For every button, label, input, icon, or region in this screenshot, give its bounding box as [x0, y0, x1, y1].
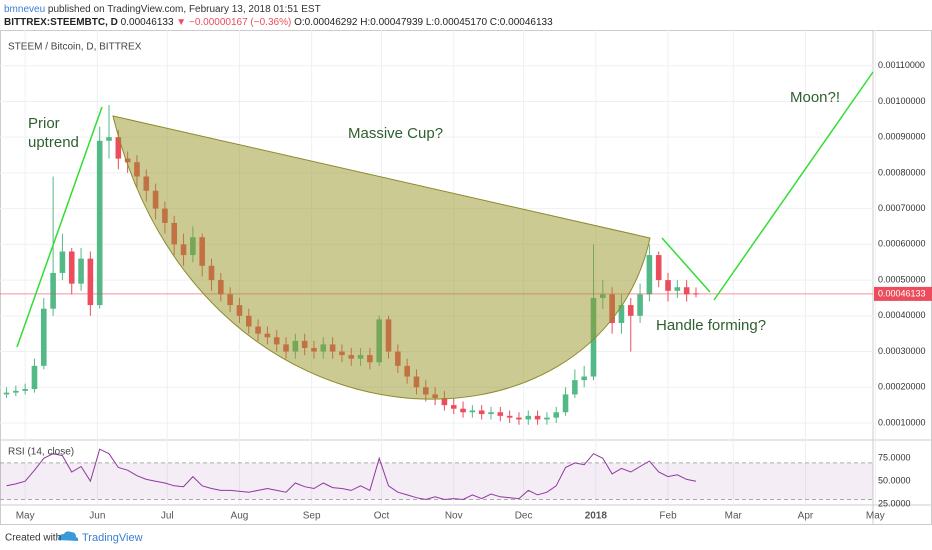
candle-body: [469, 410, 476, 413]
footer-brand: TradingView: [82, 532, 143, 544]
x-tick-label: Nov: [445, 511, 463, 522]
last-price-label: 0.00046133: [878, 288, 926, 298]
y-tick-label: 0.00030000: [878, 346, 926, 356]
candle-body: [562, 394, 569, 413]
x-tick-label: Aug: [231, 511, 249, 522]
y-tick-label: 0.00020000: [878, 382, 926, 392]
candle-body: [534, 415, 541, 420]
rsi-tick-label: 25.0000: [878, 498, 911, 508]
candle-body: [40, 308, 47, 366]
author: bmneveu: [4, 4, 45, 15]
annotation: Prior: [28, 115, 60, 132]
x-tick-label: May: [866, 511, 885, 522]
annotation: Massive Cup?: [348, 125, 443, 142]
candle-body: [460, 408, 466, 413]
candle-body: [646, 255, 653, 295]
y-tick-label: 0.00110000: [878, 60, 925, 70]
x-tick-label: May: [16, 511, 35, 522]
y-tick-label: 0.00040000: [878, 310, 926, 320]
x-tick-label: Mar: [725, 511, 743, 522]
candle-body: [115, 137, 122, 159]
candle-body: [450, 405, 457, 409]
rsi-line: [6, 448, 697, 501]
rsi-band: [0, 462, 873, 500]
x-tick-label: Dec: [515, 511, 533, 522]
header-line: bmneveu published on TradingView.com, Fe…: [4, 4, 321, 15]
y-tick-label: 0.00010000: [878, 417, 926, 427]
rsi-tick-label: 50.0000: [878, 476, 911, 486]
candle-body: [637, 294, 643, 316]
cup-drawing: [112, 115, 651, 400]
handle-line: [661, 237, 711, 293]
chart-title: STEEM / Bitcoin, D, BITTREX: [8, 42, 142, 53]
candle-body: [78, 258, 84, 284]
x-tick-label: Jun: [89, 511, 105, 522]
candle-body: [441, 397, 448, 406]
footer-created: Created with: [5, 533, 61, 544]
candle-body: [581, 376, 587, 381]
symbol-line: BITTREX:STEEMBTC, D 0.00046133 ▼ −0.0000…: [4, 17, 553, 28]
price: 0.00046133: [121, 17, 174, 28]
y-tick-label: 0.00070000: [878, 203, 926, 213]
y-tick-label: 0.00050000: [878, 274, 926, 284]
candle-body: [96, 140, 103, 306]
y-tick-label: 0.00090000: [878, 132, 926, 142]
published: published on TradingView.com, February 1…: [48, 4, 321, 15]
candle-body: [31, 365, 38, 390]
candle-body: [683, 287, 690, 295]
candle-body: [106, 137, 112, 141]
candle-body: [665, 280, 671, 291]
rsi-tick-label: 75.0000: [878, 453, 911, 463]
candle-body: [488, 412, 494, 415]
candle-body: [627, 305, 634, 316]
x-tick-label: Feb: [659, 511, 677, 522]
symbol: BITTREX:STEEMBTC, D: [4, 17, 118, 28]
candle-body: [68, 251, 75, 284]
x-tick-label: 2018: [585, 511, 608, 522]
candle-body: [59, 251, 66, 273]
candle-body: [618, 305, 625, 323]
annotation: uptrend: [28, 134, 79, 151]
candle-body: [572, 380, 578, 395]
candle-body: [655, 255, 662, 281]
candle-body: [516, 417, 522, 420]
arrow: ▼: [176, 17, 186, 28]
footer-logo: [58, 531, 79, 541]
y-tick-label: 0.00080000: [878, 167, 926, 177]
x-tick-label: Jul: [161, 511, 174, 522]
uptrend-line: [16, 106, 103, 348]
candle-body: [3, 392, 10, 395]
candle-body: [22, 389, 28, 391]
candle-body: [87, 258, 94, 306]
y-tick-label: 0.00060000: [878, 239, 926, 249]
rsi-title: RSI (14, close): [8, 447, 74, 458]
annotation: Moon?!: [790, 89, 840, 106]
x-tick-label: Apr: [798, 511, 814, 522]
candle-body: [50, 272, 56, 309]
change: −0.00000167 (−0.36%): [189, 17, 291, 28]
candle-body: [13, 390, 19, 393]
candle-body: [506, 415, 513, 418]
annotation: Handle forming?: [656, 317, 766, 334]
candle-body: [674, 287, 681, 291]
last-price-tag: [874, 286, 932, 301]
candle-body: [478, 410, 485, 415]
x-tick-label: Oct: [374, 511, 390, 522]
candle-body: [497, 412, 504, 416]
ohlc: O:0.00046292 H:0.00047939 L:0.00045170 C…: [294, 17, 553, 28]
x-tick-label: Sep: [303, 511, 321, 522]
y-tick-label: 0.00100000: [878, 96, 926, 106]
candle-body: [553, 412, 560, 418]
candle-body: [525, 415, 532, 420]
moon-line: [713, 71, 874, 301]
candle-body: [544, 417, 550, 420]
